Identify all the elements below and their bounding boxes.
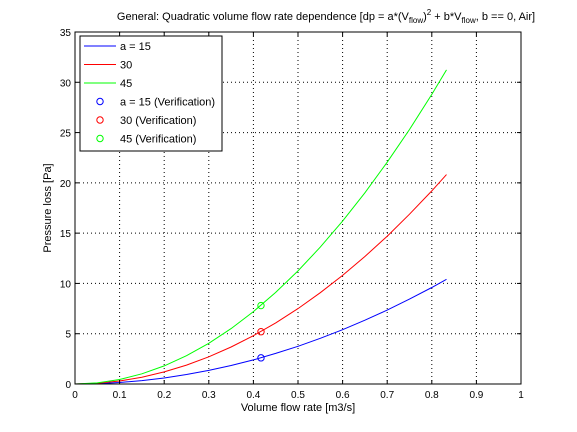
legend-marker-swatch [96,116,104,124]
x-tick-label: 0.4 [246,390,260,401]
verification-marker-3 [257,301,265,310]
x-tick-label: 0.2 [157,390,171,401]
legend-marker-swatch [96,134,104,143]
x-axis-label: Volume flow rate [m3/s] [241,402,355,414]
verification-marker-2 [257,328,265,336]
legend-entry-label: 30 (Verification) [120,115,196,127]
x-tick-label: 0.8 [425,390,439,401]
verification-marker-1 [257,354,265,362]
x-tick-label: 0.7 [380,390,394,401]
series-line-2 [74,174,447,385]
x-tick-label: 0.3 [202,390,216,401]
legend-box [79,35,223,152]
x-tick-label: 0.5 [291,390,305,401]
x-tick-label: 1 [518,390,524,401]
legend-entry-label: a = 15 [120,41,151,53]
legend-entry-label: a = 15 (Verification) [120,97,215,109]
axis-ticks: 0 0.1 0.2 0.3 0.4 0.5 0.6 0.7 0.8 0.9 105101520253… [60,28,524,401]
series-layer [74,69,447,385]
x-tick-label: 0.6 [336,390,350,401]
y-tick-label: 20 [60,179,72,190]
y-tick-label: 25 [60,129,72,140]
y-axis-label: Pressure loss [Pa] [42,163,54,252]
chart-title: General: Quadratic volume flow rate depe… [117,8,535,25]
x-tick-label: 0.1 [113,390,127,401]
series-line-3 [74,69,447,385]
legend: a = 15 30 45 a = 15 (Verification) 30 (Verif… [79,35,223,152]
y-tick-label: 5 [65,330,71,341]
x-tick-label: 0.9 [469,390,483,401]
x-tick-label: 0 [72,390,78,401]
legend-entry-label: 45 (Verification) [120,134,196,146]
y-tick-label: 10 [60,279,72,290]
plot-area: 0 0.1 0.2 0.3 0.4 0.5 0.6 0.7 0.8 0.9 105101520253… [60,28,524,401]
legend-entry-label: 45 [120,78,132,90]
legend-entry-label: 30 [120,60,132,72]
y-tick-label: 0 [65,380,71,391]
grid-lines [75,32,521,384]
y-tick-label: 30 [60,78,72,89]
legend-marker-swatch [96,97,104,106]
series-line-1 [74,278,447,385]
y-tick-label: 15 [60,229,72,240]
y-tick-label: 35 [60,28,72,39]
